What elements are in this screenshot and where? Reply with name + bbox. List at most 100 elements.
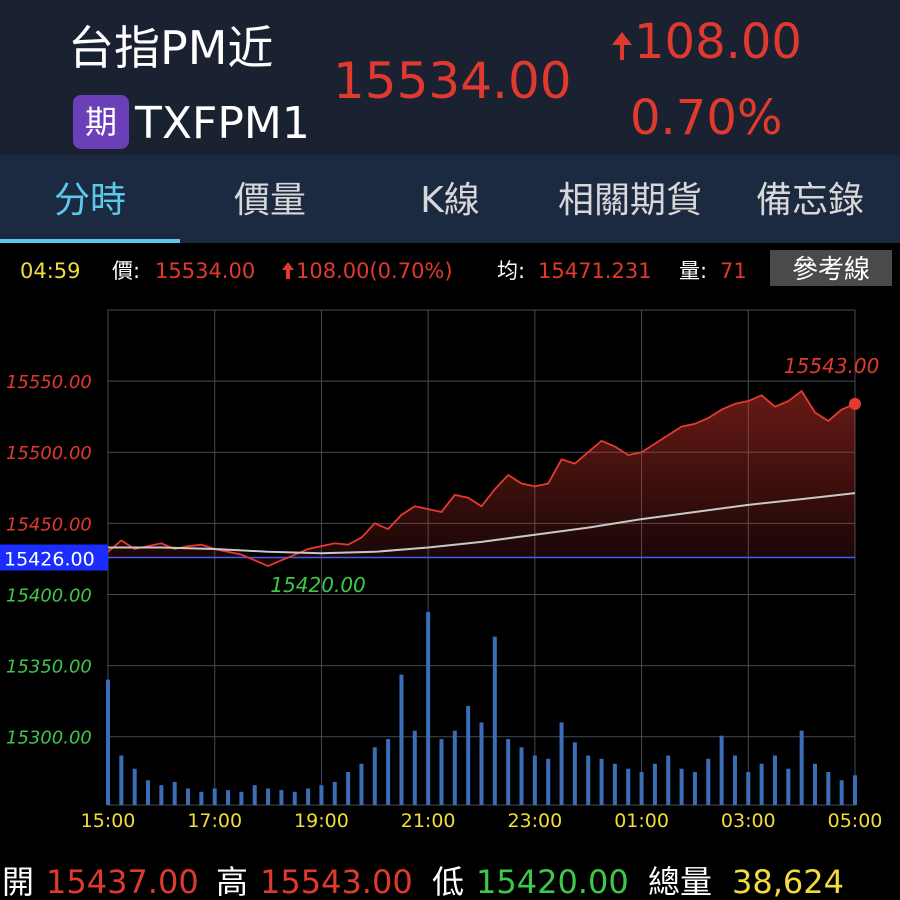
volume-bar (506, 739, 511, 805)
volume-bar (532, 755, 537, 805)
footer-label: 總量 (648, 863, 712, 900)
volume-bar (306, 788, 311, 805)
volume-bar (572, 742, 577, 805)
volume-bar (519, 747, 524, 805)
y-tick-label: 15500.00 (6, 443, 92, 464)
tab[interactable]: 相關期貨 (558, 180, 702, 221)
volume-bar (479, 722, 484, 805)
low-label: 15420.00 (270, 573, 365, 597)
y-tick-label: 15300.00 (6, 728, 92, 749)
footer-total: 38,624 (732, 863, 844, 900)
volume-bar (666, 755, 671, 805)
header-bg (0, 0, 900, 155)
info-label: 均: (497, 259, 525, 283)
volume-bar (426, 611, 431, 805)
footer-low: 15420.00 (476, 863, 629, 900)
volume-bar (106, 679, 110, 805)
volume-bar (292, 791, 297, 805)
volume-bar (652, 763, 657, 805)
volume-bar (239, 791, 244, 805)
volume-bar (439, 739, 444, 805)
volume-bar (546, 758, 551, 805)
volume-bar (266, 788, 271, 805)
footer-label: 開 (2, 863, 34, 900)
volume-bar (586, 755, 591, 805)
reference-button-label[interactable]: 參考線 (792, 255, 870, 285)
up-arrow (282, 262, 294, 279)
volume-bar (839, 780, 844, 805)
volume-bar (159, 785, 164, 805)
volume-bar (679, 768, 684, 805)
tab[interactable]: 分時 (54, 180, 126, 221)
volume-bar (386, 739, 391, 805)
tab[interactable]: K線 (420, 180, 480, 221)
badge-bg (73, 95, 129, 149)
info-label: 量: (679, 259, 707, 283)
tab[interactable]: 價量 (234, 180, 306, 221)
reference-button[interactable] (770, 250, 892, 286)
volume-bar (412, 730, 417, 805)
footer-label: 低 (432, 863, 464, 900)
x-tick-label: 21:00 (401, 810, 456, 832)
x-tick-label: 23:00 (507, 810, 562, 832)
volume-bar (492, 636, 497, 805)
x-tick-label: 05:00 (828, 810, 883, 832)
info-vol: 71 (720, 259, 747, 283)
volume-bar (786, 768, 791, 805)
volume-bar (346, 772, 351, 805)
volume-bar (599, 758, 604, 805)
info-bar: 04:59 價: 15534.00 108.00(0.70%) 均: 15471… (20, 250, 892, 286)
volume-bar (172, 781, 177, 805)
volume-bar (199, 791, 204, 805)
volume-bar (799, 730, 804, 805)
volume-bar (612, 763, 617, 805)
reference-label-bg (0, 544, 108, 571)
volume-bar (826, 772, 831, 805)
volume-bar (626, 768, 631, 805)
volume-bar (132, 768, 137, 805)
footer-open: 15437.00 (46, 863, 199, 900)
volume-bar (399, 674, 404, 805)
volume-bar (759, 763, 764, 805)
title: 台指PM近 (68, 21, 273, 75)
volume-bar (319, 785, 324, 805)
price-area (108, 391, 855, 567)
price: 15534.00 (333, 52, 572, 110)
x-tick-label: 01:00 (614, 810, 669, 832)
volume-bar (146, 780, 151, 805)
up-arrow (612, 32, 632, 60)
volume-bar (186, 788, 191, 805)
average-line (108, 492, 856, 555)
volume-bar (212, 788, 217, 805)
volume-bar (639, 772, 644, 805)
footer: 開 15437.00 高 15543.00 低 15420.00 總量 38,6… (2, 863, 844, 900)
volume-bar (559, 722, 564, 805)
y-tick-label: 15550.00 (6, 372, 92, 393)
volume-bar (466, 706, 471, 805)
tab[interactable]: 備忘錄 (756, 180, 864, 221)
volume-bar (452, 730, 457, 805)
price-line (107, 389, 856, 568)
code: TXFPM1 (134, 98, 310, 149)
info-avg: 15471.231 (538, 259, 652, 283)
volume-bar (772, 755, 777, 805)
tab-underline (0, 239, 180, 243)
info-price: 15534.00 (155, 259, 255, 283)
volume-bar (719, 735, 724, 805)
volume-bar (359, 763, 364, 805)
footer-high: 15543.00 (260, 863, 413, 900)
badge: 期 (85, 103, 117, 141)
volume-bar (732, 755, 737, 805)
x-tick-label: 17:00 (187, 810, 242, 832)
volume-bar (746, 772, 751, 805)
high-label: 15543.00 (784, 354, 879, 378)
volume-bar (226, 790, 231, 805)
volume-bar (692, 772, 697, 805)
y-tick-label: 15400.00 (6, 585, 92, 606)
volume-bar (279, 790, 284, 805)
x-tick-label: 19:00 (294, 810, 349, 832)
plot: 15:00 17:00 19:00 21:00 23:00 01:00 03:00 05:00… (0, 309, 883, 832)
volume-bar (372, 747, 377, 805)
